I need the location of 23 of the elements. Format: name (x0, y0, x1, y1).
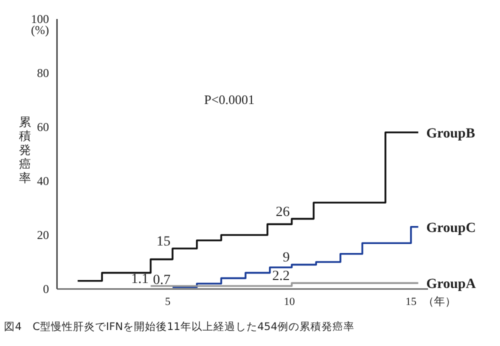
x-tick-label: 15 (405, 296, 417, 308)
y-tick-label: 40 (37, 174, 49, 188)
series-label: GroupB (426, 126, 476, 142)
x-tick-label: 10 (284, 296, 296, 308)
y-tick-label: 20 (37, 228, 49, 242)
annotation: 0.7 (153, 273, 171, 288)
y-axis-title: 累積発癌率 (19, 115, 31, 185)
annotation: 1.1 (131, 272, 149, 288)
y-tick-label: 80 (37, 66, 49, 80)
text: (%) (31, 23, 49, 37)
y-tick-label: 60 (37, 120, 49, 134)
annotation: P<0.0001 (204, 92, 254, 107)
y-tick-label: 100 (31, 12, 49, 26)
y-tick-label: 0 (43, 282, 49, 296)
series-label: GroupC (426, 220, 476, 236)
annotation: 9 (282, 250, 290, 266)
annotation: 15 (156, 234, 171, 250)
x-tick-label: 5 (164, 296, 171, 308)
annotation: 2.2 (272, 269, 290, 284)
series-label: GroupA (426, 277, 477, 292)
text: 図4 C型慢性肝炎でIFNを開始後11年以上経過した454例の累積発癌率 (4, 320, 354, 333)
x-axis-title: （年） (422, 295, 456, 308)
annotation: 26 (276, 204, 290, 220)
